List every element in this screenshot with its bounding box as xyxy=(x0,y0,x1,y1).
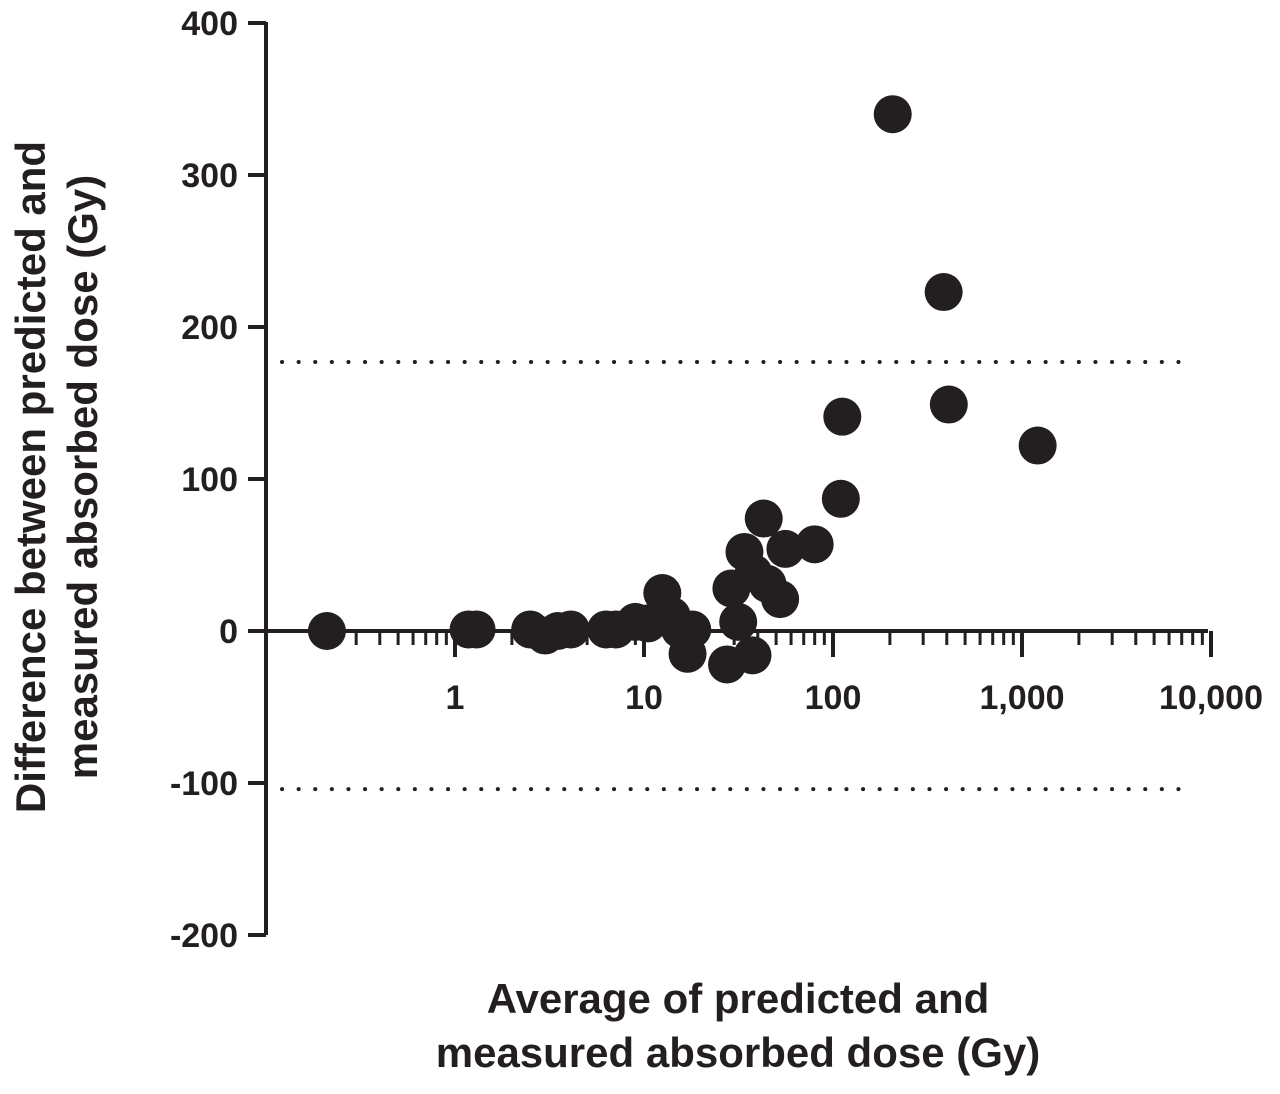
x-axis-title: Average of predicted and measured absorbe… xyxy=(436,975,1041,1076)
y-tick-label: -200 xyxy=(170,917,238,955)
data-point xyxy=(733,636,772,675)
data-point xyxy=(823,397,862,436)
y-tick-label: 100 xyxy=(181,461,238,499)
axes: 400 300 200 100 0 -100 -200 1 10 100 1,000 10,000 xyxy=(170,5,1263,955)
data-point xyxy=(929,385,968,424)
data-point xyxy=(307,612,346,650)
x-tick-label: 1,000 xyxy=(979,679,1064,717)
y-axis-title-line: measured absorbed dose (Gy) xyxy=(59,175,106,780)
data-point xyxy=(873,95,912,134)
x-tick-label: 100 xyxy=(805,679,862,717)
y-axis-title: Difference between predicted and measured… xyxy=(7,141,106,813)
y-tick-label: -100 xyxy=(170,765,238,803)
data-point xyxy=(1018,426,1057,465)
y-tick-label: 200 xyxy=(181,309,238,347)
data-point xyxy=(668,634,707,673)
data-point xyxy=(457,610,496,649)
data-point xyxy=(744,499,783,538)
data-point xyxy=(761,580,800,619)
x-axis-title-line: measured absorbed dose (Gy) xyxy=(436,1029,1041,1076)
x-tick-label: 1 xyxy=(446,679,465,717)
y-tick-label: 400 xyxy=(181,5,238,43)
x-tick-label: 10 xyxy=(625,679,663,717)
x-axis-title-line: Average of predicted and xyxy=(487,975,990,1022)
data-point xyxy=(551,610,590,649)
data-point xyxy=(924,273,963,312)
data-points xyxy=(307,95,1057,684)
y-axis-title-line: Difference between predicted and xyxy=(7,141,54,813)
y-tick-label: 300 xyxy=(181,157,238,195)
y-tick-label: 0 xyxy=(219,613,238,651)
data-point xyxy=(719,602,758,641)
data-point xyxy=(795,525,834,564)
data-point xyxy=(766,529,805,568)
x-tick-label: 10,000 xyxy=(1159,679,1263,717)
reference-lines xyxy=(280,359,1190,792)
data-point xyxy=(821,479,860,518)
